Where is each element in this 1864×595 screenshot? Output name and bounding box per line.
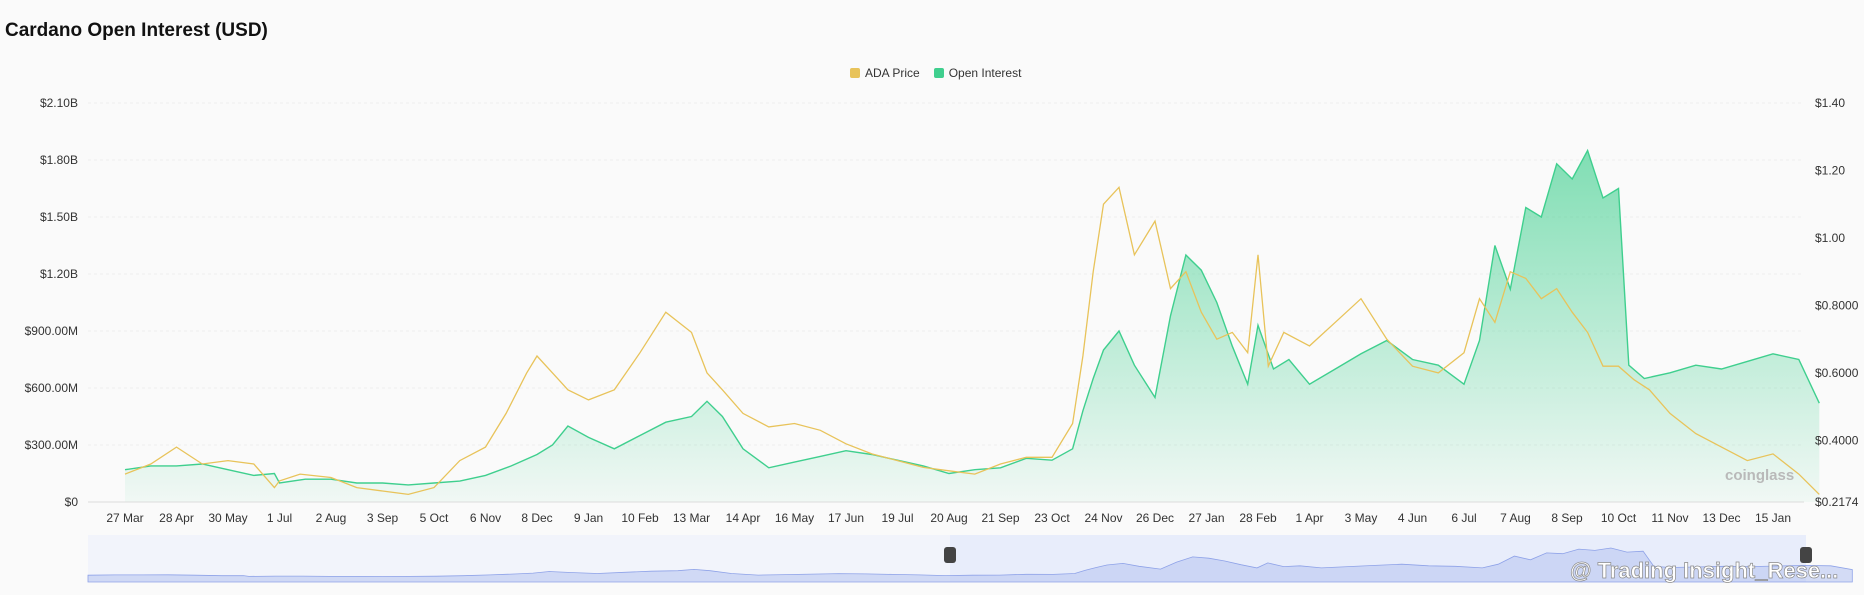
x-tick-label: 13 Dec — [1702, 511, 1740, 525]
y-left-tick-label: $1.80B — [40, 153, 78, 167]
x-tick-label: 9 Jan — [574, 511, 603, 525]
y-left-tick-label: $2.10B — [40, 96, 78, 110]
legend-label-price: ADA Price — [865, 66, 920, 80]
x-tick-label: 11 Nov — [1651, 511, 1688, 525]
x-tick-label: 27 Mar — [106, 511, 143, 525]
x-tick-label: 16 May — [775, 511, 814, 525]
x-tick-label: 10 Oct — [1601, 511, 1637, 525]
x-tick-label: 8 Dec — [521, 511, 552, 525]
y-right-tick-label: $1.00 — [1815, 231, 1845, 245]
x-tick-label: 2 Aug — [316, 511, 347, 525]
x-tick-label: 23 Oct — [1034, 511, 1070, 525]
y-right-tick-label: $0.4000 — [1815, 433, 1859, 447]
navigator-handle-right[interactable] — [1800, 547, 1812, 563]
x-tick-label: 10 Feb — [621, 511, 659, 525]
x-tick-label: 21 Sep — [981, 511, 1019, 525]
y-left-tick-label: $900.00M — [25, 324, 78, 338]
legend-item-price[interactable]: ADA Price — [850, 66, 920, 80]
x-tick-label: 4 Jun — [1398, 511, 1427, 525]
chart-legend: ADA Price Open Interest — [850, 66, 1021, 80]
price-series-line — [124, 185, 1820, 496]
axis-layer: $0 $300.00M $600.00M $900.00M $1.20B $1.50B $1… — [25, 96, 1859, 525]
x-tick-label: 6 Nov — [470, 511, 501, 525]
y-right-tick-label: $0.8000 — [1815, 298, 1859, 312]
y-left-tick-label: $1.20B — [40, 267, 78, 281]
y-left-tick-label: $0 — [65, 495, 79, 509]
watermark-credit: @ Trading Insight_Rese... — [1570, 558, 1838, 583]
chart-title: Cardano Open Interest (USD) — [5, 20, 268, 41]
watermark-brand: coinglass — [1725, 467, 1794, 484]
x-tick-label: 20 Aug — [930, 511, 967, 525]
y-right-tick-label: $0.6000 — [1815, 366, 1859, 380]
legend-swatch-price — [850, 68, 860, 78]
navigator-series — [87, 547, 1853, 583]
y-right-tick-label: $1.40 — [1815, 96, 1845, 110]
y-left-tick-label: $1.50B — [40, 210, 78, 224]
x-tick-label: 28 Feb — [1239, 511, 1277, 525]
legend-label-oi: Open Interest — [948, 66, 1022, 80]
oi-series-line — [124, 148, 1820, 486]
oi-area-layer — [125, 150, 1820, 502]
y-left-tick-label: $300.00M — [25, 438, 78, 452]
x-tick-label: 28 Apr — [159, 511, 194, 525]
x-tick-label: 1 Apr — [1295, 511, 1323, 525]
y-left-tick-label: $600.00M — [25, 381, 78, 395]
legend-item-oi[interactable]: Open Interest — [933, 66, 1022, 80]
x-tick-label: 15 Jan — [1755, 511, 1791, 525]
x-tick-label: 5 Oct — [420, 511, 449, 525]
x-tick-label: 3 May — [1345, 511, 1378, 525]
oi-area-fill — [125, 150, 1820, 502]
x-tick-label: 17 Jun — [828, 511, 864, 525]
x-tick-label: 24 Nov — [1084, 511, 1122, 525]
legend-swatch-oi — [933, 68, 944, 78]
x-tick-label: 7 Aug — [1500, 511, 1531, 525]
x-tick-label: 8 Sep — [1551, 511, 1583, 525]
line-layer — [124, 148, 1820, 496]
navigator-handle-left[interactable] — [944, 547, 956, 563]
x-tick-label: 26 Dec — [1136, 511, 1174, 525]
x-tick-label: 13 Mar — [673, 511, 710, 525]
x-tick-label: 1 Jul — [267, 511, 292, 525]
x-tick-label: 30 May — [208, 511, 247, 525]
y-right-tick-label: $1.20 — [1815, 163, 1845, 177]
navigator — [87, 535, 1853, 583]
x-tick-label: 6 Jul — [1451, 511, 1476, 525]
x-tick-label: 27 Jan — [1188, 511, 1224, 525]
x-tick-label: 19 Jul — [881, 511, 913, 525]
y-right-tick-label: $0.2174 — [1815, 495, 1859, 509]
x-tick-label: 3 Sep — [367, 511, 399, 525]
x-tick-label: 14 Apr — [726, 511, 761, 525]
